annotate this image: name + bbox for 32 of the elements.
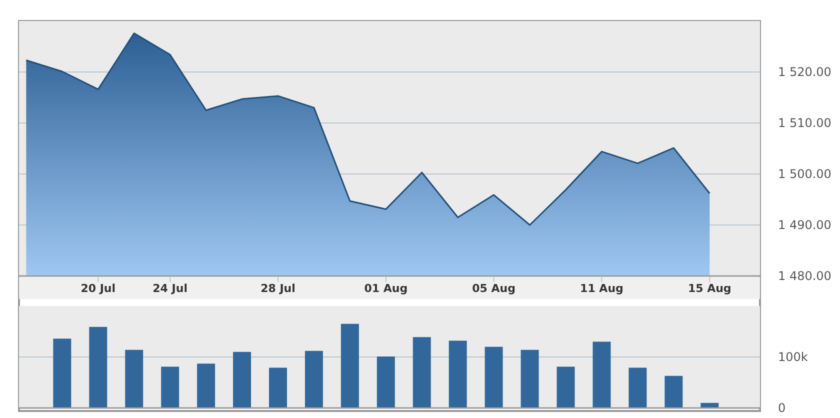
bar [556,366,575,408]
bar [304,350,323,408]
bar [197,364,216,408]
bar [340,324,359,408]
y-tick-label: 1 490.00 [778,218,832,232]
bar [664,376,683,408]
bar [592,342,611,408]
bar [89,326,108,408]
bar [448,340,467,408]
bar [484,346,503,408]
bar [376,356,395,408]
x-tick-label: 24 Jul [152,282,188,295]
bar [269,368,287,408]
x-tick-label: 20 Jul [80,282,116,295]
x-tick-label: 28 Jul [260,282,296,295]
y-tick-label: 100k [778,350,808,364]
x-tick-label: 15 Aug [688,282,732,295]
y-tick-label: 1 480.00 [778,269,832,284]
bar [161,366,180,408]
bar [628,368,647,408]
x-tick-label: 05 Aug [472,282,516,295]
y-tick-label: 1 510.00 [778,116,832,130]
bar [53,338,72,408]
x-tick-label: 11 Aug [580,282,624,295]
bar [520,350,539,408]
x-tick-label: 01 Aug [364,282,408,295]
bar [412,337,431,408]
y-tick-label: 1 520.00 [778,65,832,80]
bar [233,352,252,408]
y-tick-label: 0 [778,401,786,416]
y-tick-label: 1 500.00 [778,167,832,182]
bar [125,350,144,408]
